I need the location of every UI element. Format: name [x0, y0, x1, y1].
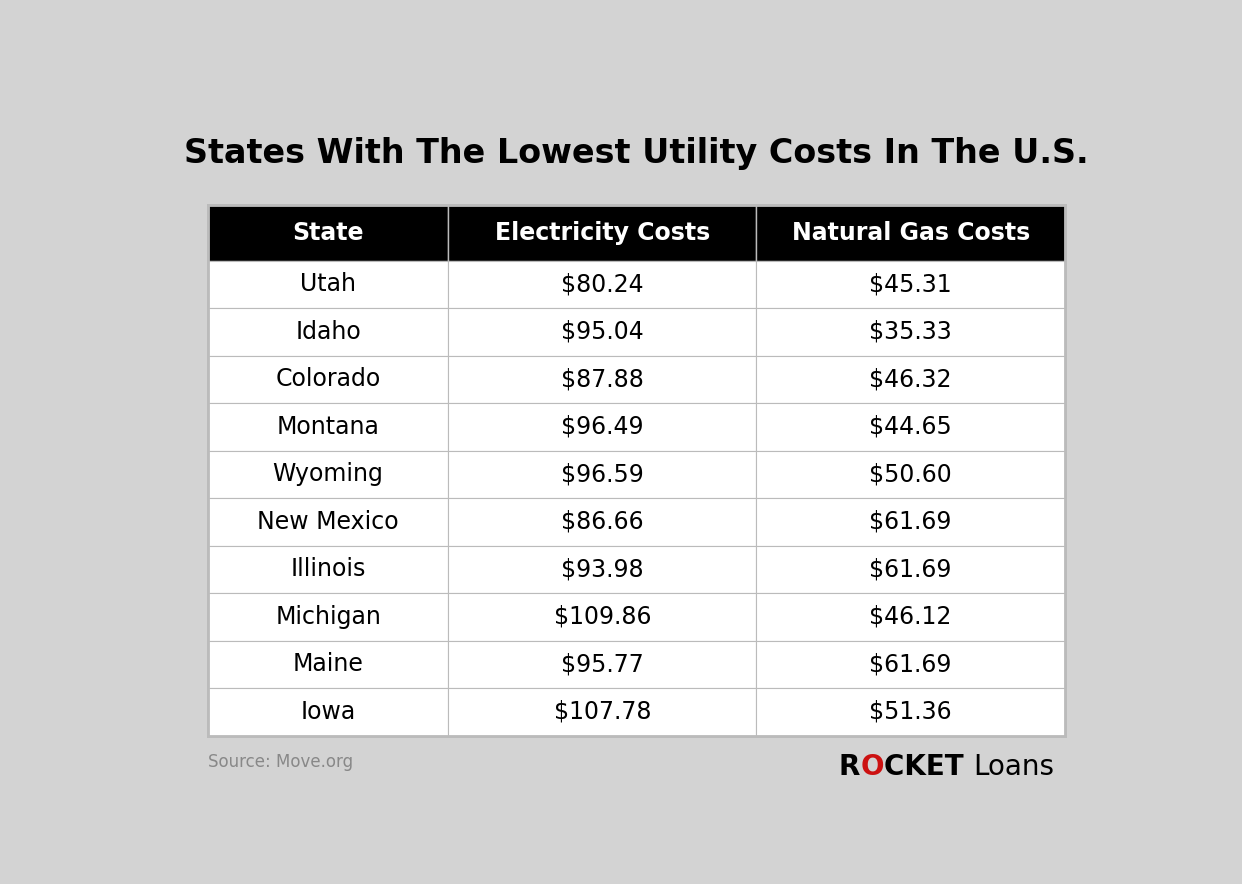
- Text: $96.49: $96.49: [561, 415, 643, 438]
- Bar: [756, 205, 1064, 261]
- Bar: [209, 205, 1064, 735]
- Text: State: State: [292, 221, 364, 245]
- Text: Utah: Utah: [301, 272, 356, 296]
- Text: $109.86: $109.86: [554, 605, 651, 629]
- Bar: [756, 261, 1064, 308]
- Bar: [209, 355, 448, 403]
- Bar: [209, 403, 448, 451]
- Text: Iowa: Iowa: [301, 700, 355, 724]
- Text: $80.24: $80.24: [561, 272, 643, 296]
- Bar: [209, 641, 448, 688]
- Bar: [209, 451, 448, 498]
- Bar: [448, 593, 756, 641]
- Bar: [756, 403, 1064, 451]
- Text: $93.98: $93.98: [561, 558, 643, 582]
- Text: New Mexico: New Mexico: [257, 510, 399, 534]
- Bar: [209, 545, 448, 593]
- Text: Michigan: Michigan: [276, 605, 381, 629]
- Text: $86.66: $86.66: [561, 510, 643, 534]
- Text: O: O: [861, 752, 884, 781]
- Text: $61.69: $61.69: [869, 510, 951, 534]
- Bar: [756, 498, 1064, 545]
- Text: $46.12: $46.12: [869, 605, 951, 629]
- Text: $96.59: $96.59: [561, 462, 643, 486]
- Text: $51.36: $51.36: [869, 700, 951, 724]
- Bar: [448, 205, 756, 261]
- Bar: [448, 355, 756, 403]
- Bar: [756, 545, 1064, 593]
- Bar: [448, 451, 756, 498]
- Text: $87.88: $87.88: [561, 368, 643, 392]
- Bar: [448, 308, 756, 355]
- Text: $50.60: $50.60: [869, 462, 953, 486]
- Bar: [756, 355, 1064, 403]
- Bar: [448, 545, 756, 593]
- Text: Montana: Montana: [277, 415, 380, 438]
- Text: R: R: [840, 752, 861, 781]
- Text: Electricity Costs: Electricity Costs: [494, 221, 710, 245]
- Text: States With The Lowest Utility Costs In The U.S.: States With The Lowest Utility Costs In …: [184, 137, 1089, 170]
- Text: Wyoming: Wyoming: [273, 462, 384, 486]
- Bar: [448, 641, 756, 688]
- Text: Idaho: Idaho: [296, 320, 361, 344]
- Text: $61.69: $61.69: [869, 558, 951, 582]
- Bar: [209, 593, 448, 641]
- Bar: [209, 688, 448, 735]
- Bar: [448, 688, 756, 735]
- Text: $35.33: $35.33: [869, 320, 953, 344]
- Text: Loans: Loans: [974, 752, 1054, 781]
- Bar: [756, 688, 1064, 735]
- Text: Illinois: Illinois: [291, 558, 366, 582]
- Bar: [448, 403, 756, 451]
- Bar: [756, 308, 1064, 355]
- Text: $45.31: $45.31: [869, 272, 951, 296]
- Text: $107.78: $107.78: [554, 700, 651, 724]
- Bar: [756, 593, 1064, 641]
- Text: $44.65: $44.65: [869, 415, 953, 438]
- Text: Maine: Maine: [293, 652, 364, 676]
- Bar: [448, 498, 756, 545]
- Text: CKET: CKET: [884, 752, 974, 781]
- Text: $46.32: $46.32: [869, 368, 951, 392]
- Bar: [756, 451, 1064, 498]
- Bar: [209, 308, 448, 355]
- Text: Colorado: Colorado: [276, 368, 381, 392]
- Text: $95.04: $95.04: [561, 320, 643, 344]
- Bar: [756, 641, 1064, 688]
- Bar: [209, 205, 448, 261]
- Text: $95.77: $95.77: [561, 652, 643, 676]
- Bar: [209, 498, 448, 545]
- Text: Natural Gas Costs: Natural Gas Costs: [791, 221, 1030, 245]
- Text: $61.69: $61.69: [869, 652, 951, 676]
- Bar: [448, 261, 756, 308]
- Bar: [209, 261, 448, 308]
- FancyBboxPatch shape: [209, 205, 1064, 735]
- Text: Source: Move.org: Source: Move.org: [209, 752, 353, 771]
